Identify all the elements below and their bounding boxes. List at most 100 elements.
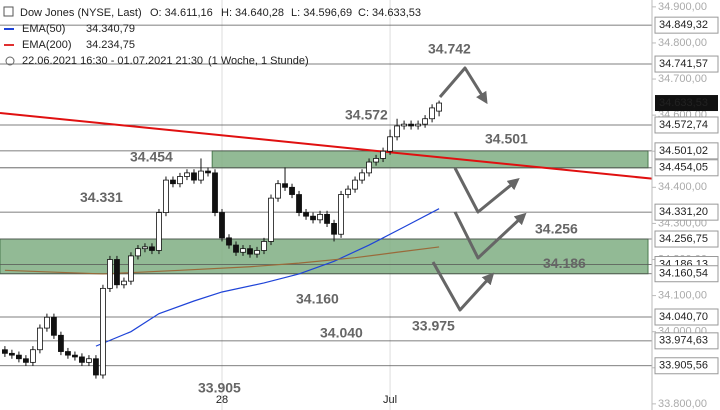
candle-body (93, 358, 99, 376)
level-box (654, 159, 719, 177)
candle-body (296, 194, 302, 213)
candle-body (114, 259, 120, 286)
candle-body (415, 123, 421, 127)
candle-body (233, 244, 239, 253)
ohlc-high: H: 34.640,28 (221, 7, 284, 19)
level-box (654, 55, 719, 73)
candle-body (373, 158, 379, 163)
candle-body (107, 259, 113, 289)
candle-body (184, 172, 190, 177)
candle-body (51, 316, 57, 336)
support-zone (211, 150, 649, 169)
candle-body (72, 354, 78, 358)
level-annotation: 33.905 (198, 379, 241, 395)
candle-body (387, 136, 393, 152)
candle-body (240, 248, 246, 253)
level-label: 34.331,20 (659, 206, 708, 218)
level-label: 34.572,74 (659, 119, 708, 131)
candle-body (198, 170, 204, 181)
level-label: 34.849,32 (659, 19, 708, 31)
level-label: 34.454,05 (659, 162, 708, 174)
candle-body (9, 352, 15, 356)
level-label: 34.501,02 (659, 145, 708, 157)
candle-body (429, 107, 435, 120)
level-annotation: 34.454 (130, 149, 173, 165)
interval: (1 Woche, 1 Stunde) (208, 55, 309, 67)
candle-body (100, 287, 106, 376)
level-box (654, 265, 719, 283)
candle-body (408, 123, 414, 127)
candle-body (191, 172, 197, 181)
candle-body (261, 241, 267, 251)
candle-body (394, 125, 400, 138)
level-label: 34.256,75 (659, 233, 708, 245)
ohlc-open: O: 34.611,16 (150, 7, 213, 19)
candle-body (79, 356, 85, 363)
level-layer: 34.742 34.572 34.501 34.454 34.331 34.256 34.1… (0, 24, 652, 395)
instrument: Dow Jones (NYSE, Last) (20, 7, 142, 19)
candle-body (170, 179, 176, 185)
legend-name: EMA(50) (22, 23, 65, 35)
level-label: 34.160,54 (659, 268, 708, 280)
candle-body (268, 197, 274, 242)
candle-body (16, 354, 22, 360)
candle-body (44, 316, 50, 329)
candle-body (128, 255, 134, 282)
candle-body (289, 186, 295, 195)
level-annotation: 34.160 (296, 290, 339, 306)
level-annotation: 34.742 (428, 41, 471, 57)
candle-body (331, 223, 337, 235)
last-price-label: 34.633,53 (659, 97, 708, 109)
grid-layer (221, 0, 391, 410)
candle-body (401, 123, 407, 127)
candle-body (422, 118, 428, 125)
candle-body (156, 212, 162, 251)
candle-body (345, 188, 351, 195)
icon (3, 6, 14, 17)
level-label: 33.905,56 (659, 360, 708, 372)
level-box (654, 357, 719, 375)
candle-body (338, 194, 344, 235)
level-box (654, 16, 719, 34)
candle-body (275, 183, 281, 199)
candle-body (317, 213, 323, 221)
period: 22.06.2021 16:30 - 01.07.2021 21:30 (22, 55, 203, 67)
candle-body (310, 215, 316, 221)
x-tick-label: 28 (216, 394, 228, 406)
candle-body (23, 358, 29, 363)
y-tick-label: 34.400,00 (658, 181, 707, 193)
ohlc-close: C: 34.633,53 (358, 7, 421, 19)
candle-body (282, 183, 288, 188)
legend-value: 34.234,75 (86, 39, 135, 51)
candle-body (219, 212, 225, 239)
candle-body (359, 172, 365, 181)
level-annotation: 34.256 (535, 221, 578, 237)
level-box (654, 230, 719, 248)
candle-body (142, 246, 148, 250)
candle-body (2, 349, 8, 354)
candle-body (436, 102, 442, 112)
legend-name: EMA(200) (22, 39, 72, 51)
candle-body (65, 351, 71, 356)
axis-layer: 34.900,0034.800,0034.700,0034.600,0034.5… (216, 1, 719, 410)
last-price-box (655, 95, 718, 112)
candle-body (177, 176, 183, 185)
icon (5, 56, 15, 66)
candle-body (86, 358, 92, 363)
level-label: 34.040,70 (659, 311, 708, 323)
level-label: 34.741,57 (659, 58, 708, 70)
level-box (654, 332, 719, 350)
y-tick-label: 33.800,00 (658, 398, 707, 410)
level-annotation: 34.572 (345, 107, 388, 123)
level-box (654, 203, 719, 221)
x-tick-label: Jul (383, 394, 397, 406)
candle-body (380, 150, 386, 159)
candle-body (247, 248, 253, 255)
level-annotation: 33.975 (412, 318, 455, 334)
candle-body (30, 349, 36, 363)
ohlc-low: L: 34.596,69 (291, 7, 352, 19)
y-tick-label: 34.100,00 (658, 289, 707, 301)
y-tick-label: 34.700,00 (658, 73, 707, 85)
candle-body (58, 334, 64, 352)
